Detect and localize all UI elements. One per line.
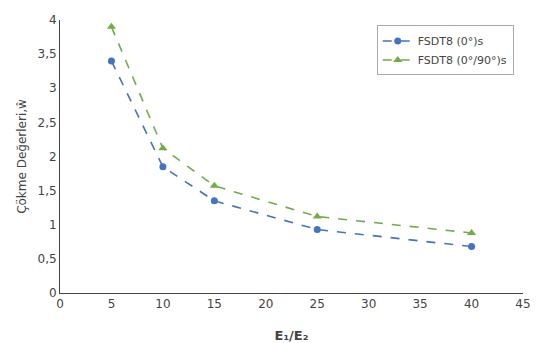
svg-text:2: 2 [49,150,57,164]
svg-text:4: 4 [49,13,57,27]
svg-text:0,5: 0,5 [38,252,57,266]
svg-text:35: 35 [412,297,427,311]
svg-text:0: 0 [56,297,64,311]
svg-text:3,5: 3,5 [38,47,57,61]
svg-text:0: 0 [49,286,57,300]
svg-text:FSDT8 (0°)s: FSDT8 (0°)s [418,35,484,48]
svg-text:10: 10 [155,297,170,311]
svg-text:Çökme Değerleri,ŵ: Çökme Değerleri,ŵ [15,99,29,214]
svg-text:20: 20 [258,297,273,311]
svg-text:E₁/E₂: E₁/E₂ [275,328,309,343]
svg-text:2,5: 2,5 [38,116,57,130]
svg-text:45: 45 [515,297,530,311]
svg-text:1,5: 1,5 [38,184,57,198]
svg-text:40: 40 [464,297,479,311]
svg-text:15: 15 [207,297,222,311]
svg-text:3: 3 [49,81,57,95]
svg-text:1: 1 [49,218,57,232]
svg-text:30: 30 [361,297,376,311]
svg-text:25: 25 [310,297,325,311]
svg-text:5: 5 [108,297,116,311]
svg-text:FSDT8 (0°/90°)s: FSDT8 (0°/90°)s [418,54,507,67]
